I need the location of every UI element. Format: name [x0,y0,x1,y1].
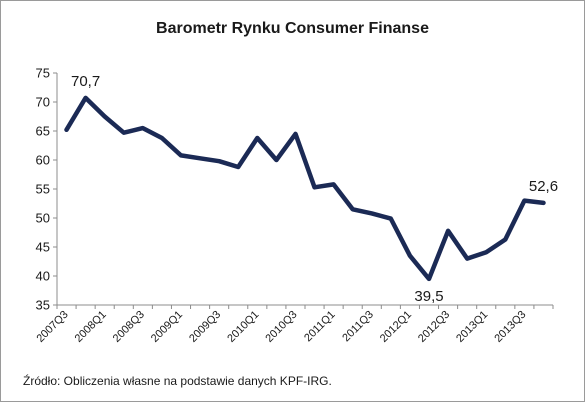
x-tick-label: 2013Q3 [492,309,528,345]
x-tick-label: 2012Q3 [416,309,452,345]
x-tick-label: 2007Q3 [34,309,70,345]
y-tick-label: 75 [36,66,50,81]
source-note: Źródło: Obliczenia własne na podstawie d… [23,374,332,388]
series [64,95,546,282]
y-tick-label: 45 [36,240,50,255]
x-tick-label: 2013Q1 [454,309,490,345]
data-label: 70,7 [71,73,100,90]
data-label: 39,5 [414,288,443,305]
y-ticks: 35 40 45 50 55 60 65 70 75 [36,66,57,313]
x-tick-label: 2009Q1 [149,309,185,345]
x-tick-label: 2009Q3 [187,309,223,345]
x-ticks: 2007Q3 2008Q1 2008Q3 2009Q1 2009Q3 2010Q1 2010… [34,305,554,345]
axes [56,73,553,306]
x-tick-label: 2008Q3 [111,309,147,345]
y-tick-label: 40 [36,269,50,284]
data-label: 52,6 [529,178,558,195]
x-tick-label: 2010Q3 [263,309,299,345]
y-tick-label: 60 [36,153,50,168]
x-tick-label: 2010Q1 [225,309,261,345]
y-tick-label: 50 [36,211,50,226]
chart-title: Barometr Rynku Consumer Finanse [156,20,429,37]
y-tick-label: 55 [36,182,50,197]
series-line-0 [64,95,546,282]
y-tick-label: 65 [36,124,50,139]
y-tick-label: 70 [36,95,50,110]
x-tick-label: 2011Q1 [302,309,338,345]
x-tick-label: 2012Q1 [378,309,414,345]
x-tick-label: 2008Q1 [73,309,109,345]
x-tick-label: 2011Q3 [340,309,376,345]
annotations: 70,7 39,5 52,6 [71,73,558,305]
y-tick-label: 35 [36,298,50,313]
